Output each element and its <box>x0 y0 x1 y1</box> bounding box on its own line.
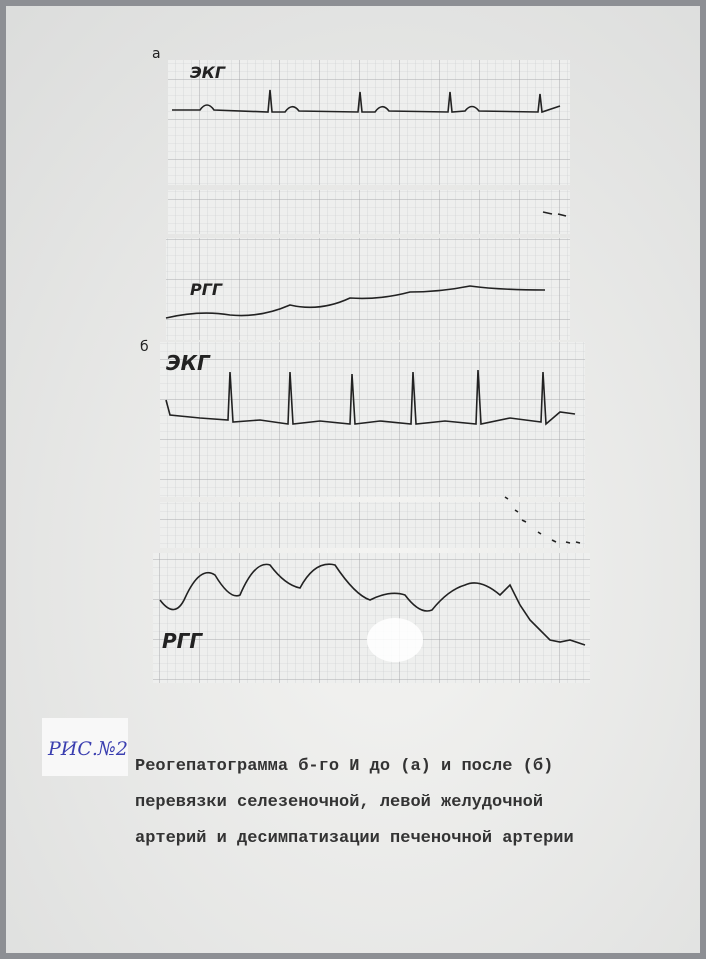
caption-line: перевязки селезеночной, левой желудочной <box>135 793 543 812</box>
panel-a: а ЭКГ РГГ <box>152 46 570 340</box>
rgg-trace <box>165 285 546 319</box>
caption-line: артерий и десимпатизации печеночной арте… <box>135 829 574 848</box>
label-card <box>42 718 128 776</box>
grid <box>168 190 570 234</box>
caption-line: Реогепатограмма б-го И до (а) и после (б… <box>135 757 553 776</box>
panel-label: а <box>152 46 161 62</box>
grid <box>168 60 570 185</box>
mark <box>542 211 567 217</box>
panel-b: б ЭКГ РГГ <box>140 339 590 683</box>
rgg-label: РГГ <box>190 280 223 299</box>
rgg-label: РГГ <box>162 629 203 653</box>
rgg-trace <box>159 563 586 646</box>
ecg-trace <box>165 369 576 426</box>
ecg-trace <box>172 89 561 114</box>
grid <box>153 553 590 683</box>
grid <box>160 342 585 497</box>
panel-label: б <box>140 339 149 355</box>
ecg-label: ЭКГ <box>190 63 226 82</box>
figure-label: РИС.№2 <box>47 738 128 760</box>
glare <box>367 618 423 662</box>
artifact <box>504 496 581 544</box>
grid <box>160 502 585 548</box>
ecg-label: ЭКГ <box>166 351 211 375</box>
